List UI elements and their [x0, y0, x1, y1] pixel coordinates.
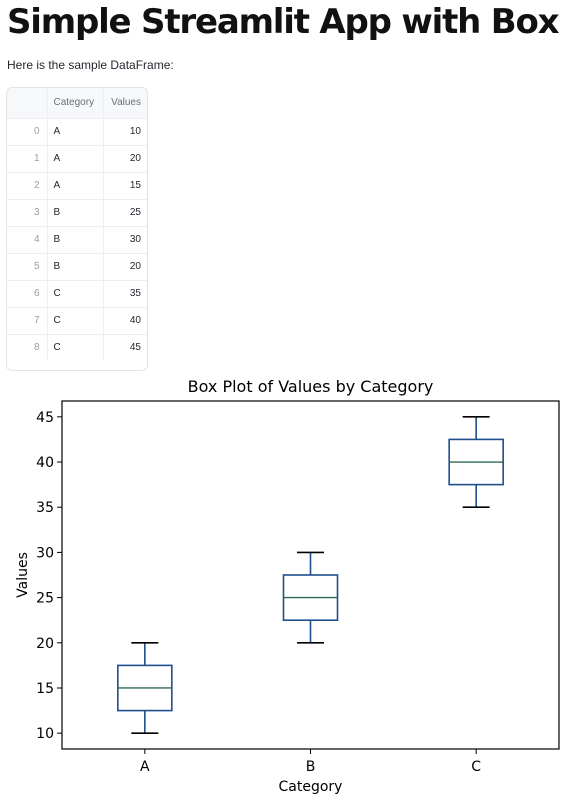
cell-category[interactable]: B [47, 226, 104, 254]
cell-category[interactable]: A [47, 172, 104, 200]
y-tick-label: 40 [36, 455, 54, 471]
row-index: 4 [7, 226, 48, 254]
index-column-header [7, 88, 48, 119]
row-index: 8 [7, 334, 48, 361]
cell-category[interactable]: A [47, 118, 104, 146]
dataframe-table[interactable]: Category Values 0 A 10 1 A 20 2 A 15 3 [6, 87, 148, 371]
y-axis-label: Values [15, 552, 31, 598]
cell-category[interactable]: C [47, 280, 104, 308]
cell-category[interactable]: C [47, 334, 104, 361]
cell-value[interactable]: 45 [129, 342, 141, 354]
table-row[interactable]: 2 A 15 [7, 172, 147, 200]
row-index: 3 [7, 199, 48, 227]
cell-value[interactable]: 30 [103, 226, 147, 254]
cell-category[interactable]: B [47, 199, 104, 227]
box-plot-svg: Box Plot of Values by Category 10 15 20 25 30… [15, 377, 560, 795]
page-title: Simple Streamlit App with Box Plot [7, 2, 569, 42]
cell-category[interactable]: B [47, 253, 104, 281]
cell-value[interactable]: 40 [103, 307, 147, 335]
y-tick-label: 25 [36, 591, 54, 607]
column-header-category[interactable]: Category [47, 88, 104, 119]
y-tick-label: 45 [36, 410, 54, 426]
row-index: 0 [7, 118, 48, 146]
x-tick-label: C [471, 759, 481, 775]
intro-text: Here is the sample DataFrame: [7, 58, 174, 72]
cell-value[interactable]: 20 [103, 145, 147, 173]
y-tick-label: 35 [36, 500, 54, 516]
x-tick-label: B [306, 759, 316, 775]
cell-value[interactable]: 15 [103, 172, 147, 200]
column-header-values[interactable]: Values [103, 88, 147, 119]
x-tick-label: A [140, 759, 150, 775]
table-row[interactable]: 7 C 40 [7, 307, 147, 335]
row-index: 5 [7, 253, 48, 281]
table-row[interactable]: 4 B 30 [7, 226, 147, 254]
cell-value[interactable]: 25 [103, 199, 147, 227]
row-index: 2 [7, 172, 48, 200]
row-index: 1 [7, 145, 48, 173]
chart-title: Box Plot of Values by Category [188, 377, 434, 396]
y-tick-label: 15 [36, 681, 54, 697]
box-plot-chart: Box Plot of Values by Category 10 15 20 25 30… [0, 372, 569, 796]
table-header-row: Category Values [7, 88, 147, 119]
table-row[interactable]: 8 C 45 [7, 334, 147, 361]
y-tick-label: 10 [36, 726, 54, 742]
plot-frame [61, 400, 560, 750]
row-index: 6 [7, 280, 48, 308]
cell-value[interactable]: 20 [103, 253, 147, 281]
table-row[interactable]: 0 A 10 [7, 118, 147, 146]
cell-value[interactable]: 10 [103, 118, 147, 146]
cell-category[interactable]: C [47, 307, 104, 335]
cell-category[interactable]: A [47, 145, 104, 173]
table-row[interactable]: 3 B 25 [7, 199, 147, 227]
y-tick-label: 30 [36, 545, 54, 561]
table-row[interactable]: 6 C 35 [7, 280, 147, 308]
x-axis-label: Category [279, 779, 343, 795]
row-index: 7 [7, 307, 48, 335]
cell-value[interactable]: 35 [103, 280, 147, 308]
y-tick-label: 20 [36, 636, 54, 652]
table-row[interactable]: 1 A 20 [7, 145, 147, 173]
table-row[interactable]: 5 B 20 [7, 253, 147, 281]
